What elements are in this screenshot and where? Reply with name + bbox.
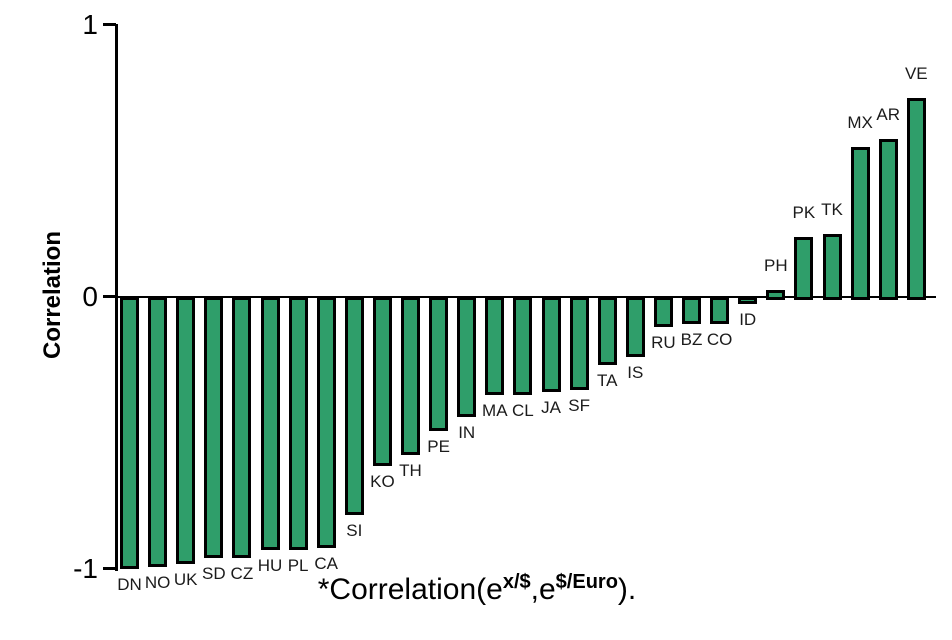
- bar-CA: [316, 297, 336, 548]
- bar-TK: [822, 234, 842, 300]
- bar-SI: [344, 297, 364, 515]
- bar-AR: [878, 139, 898, 300]
- bar-PH: [766, 290, 786, 300]
- y-tick-line--1: [103, 567, 116, 570]
- bar-label-PK: PK: [792, 203, 816, 223]
- bar-HU: [260, 297, 280, 551]
- bar-label-CA: CA: [314, 553, 338, 573]
- bar-label-PL: PL: [287, 556, 309, 576]
- bar-label-KO: KO: [370, 471, 395, 491]
- bar-label-CO: CO: [706, 330, 733, 350]
- bar-label-PH: PH: [763, 256, 788, 276]
- bar-label-JA: JA: [541, 398, 561, 418]
- bar-CL: [513, 297, 533, 396]
- bar-label-IN: IN: [458, 422, 476, 442]
- bar-label-DN: DN: [117, 575, 142, 595]
- bar-label-MA: MA: [482, 401, 508, 421]
- bar-label-IS: IS: [627, 363, 644, 383]
- bar-PE: [429, 297, 449, 431]
- bar-TA: [597, 297, 617, 366]
- bar-label-BZ: BZ: [680, 330, 703, 350]
- bar-IS: [625, 297, 645, 358]
- bar-label-SF: SF: [568, 395, 590, 415]
- y-tick-line-1: [103, 23, 116, 26]
- bar-TH: [401, 297, 420, 456]
- y-tick-line-0: [103, 295, 116, 298]
- bar-BZ: [682, 297, 701, 325]
- footnote-suffix: ).: [617, 573, 637, 606]
- bar-label-SD: SD: [201, 564, 226, 584]
- y-tick-label--1: -1: [73, 553, 98, 584]
- bar-label-UK: UK: [173, 569, 198, 589]
- bar-label-ID: ID: [739, 310, 757, 330]
- bar-JA: [541, 297, 561, 393]
- bar-label-RU: RU: [651, 333, 676, 353]
- bar-MA: [485, 297, 505, 396]
- x-axis-footnote: *Correlation(ex/$,e$/Euro).: [317, 571, 637, 607]
- bar-NO: [148, 297, 168, 567]
- bar-DN: [120, 297, 139, 570]
- y-tick-label-0: 0: [82, 281, 98, 312]
- bar-label-HU: HU: [257, 556, 283, 576]
- y-tick-label-1: 1: [82, 9, 98, 40]
- bar-label-SI: SI: [346, 520, 363, 540]
- bar-PL: [288, 297, 308, 551]
- bar-PK: [794, 237, 814, 300]
- bar-CO: [710, 297, 730, 325]
- bar-ID: [738, 297, 758, 305]
- bar-label-PE: PE: [427, 436, 450, 456]
- footnote-superscript-2: $/Euro: [555, 571, 618, 593]
- bar-MX: [850, 147, 870, 300]
- bar-VE: [906, 98, 926, 300]
- bar-IN: [457, 297, 477, 417]
- footnote-superscript-1: x/$: [502, 571, 531, 593]
- bar-RU: [653, 297, 673, 328]
- bar-label-CL: CL: [512, 401, 534, 421]
- footnote-mid: ,e: [530, 573, 556, 606]
- bar-label-CZ: CZ: [230, 564, 254, 584]
- bar-label-MX: MX: [847, 113, 873, 133]
- bar-label-TH: TH: [399, 461, 422, 481]
- footnote-prefix: *Correlation(e: [317, 573, 503, 606]
- bar-label-NO: NO: [144, 572, 171, 592]
- bar-KO: [372, 297, 392, 466]
- bar-SF: [569, 297, 589, 390]
- bar-label-TA: TA: [596, 371, 618, 391]
- bar-SD: [204, 297, 224, 559]
- bar-UK: [176, 297, 196, 564]
- bar-label-TK: TK: [821, 200, 843, 220]
- bar-CZ: [232, 297, 252, 559]
- bar-label-VE: VE: [904, 64, 928, 84]
- bar-label-AR: AR: [876, 105, 900, 125]
